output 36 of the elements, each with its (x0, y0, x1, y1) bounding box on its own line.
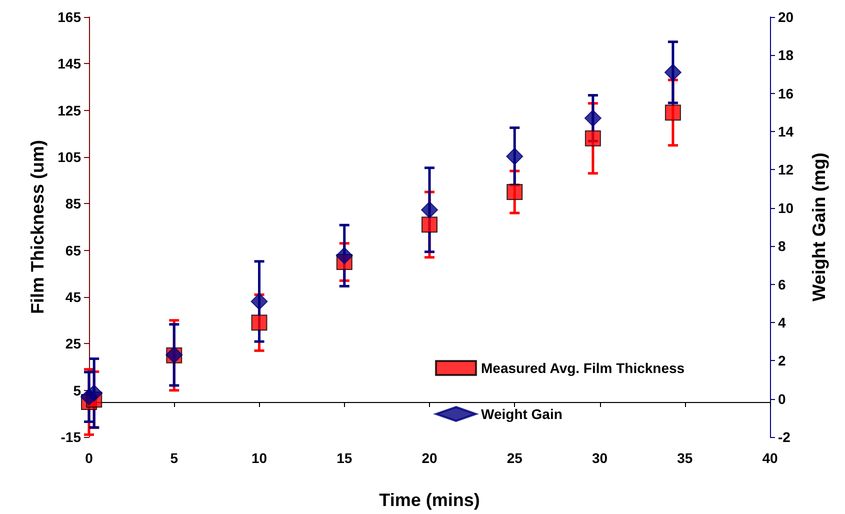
x-tick-label: 40 (762, 450, 778, 466)
y-tick-label: 145 (58, 56, 82, 72)
x-tick-label: 20 (422, 450, 438, 466)
y-tick-label: -15 (60, 429, 82, 445)
y2-tick-label: 2 (778, 352, 786, 369)
y-tick-label: 5 (73, 382, 82, 398)
y-tick-label: 25 (65, 336, 82, 352)
y2-tick-label: 8 (778, 238, 786, 254)
legend-label: Weight Gain (481, 406, 562, 422)
y-axis-title: Film Thickness (um) (28, 140, 48, 314)
y-tick-label: 165 (58, 9, 82, 25)
y2-tick-label: 18 (778, 47, 794, 64)
y2-axis-title: Weight Gain (mg) (809, 152, 829, 302)
y2-tick-label: 16 (778, 85, 794, 102)
y2-tick-label: 20 (778, 9, 794, 25)
x-tick-label: 25 (506, 450, 523, 466)
y2-tick-label: 14 (778, 124, 794, 140)
y-tick-label: 65 (65, 242, 82, 258)
y2-tick-label: 10 (778, 200, 794, 216)
y2-tick-label: 4 (778, 314, 786, 330)
x-axis-title: Time (mins) (379, 490, 480, 510)
x-tick-label: 5 (170, 450, 178, 466)
x-tick-label: 0 (85, 450, 94, 466)
x-tick-label: 35 (677, 450, 693, 466)
y2-tick-label: 0 (778, 390, 786, 407)
y-tick-label: 105 (58, 149, 82, 165)
x-tick-label: 15 (336, 450, 352, 466)
y-tick-label: 125 (58, 102, 82, 118)
y2-tick-label: 12 (778, 162, 794, 178)
y-tick-label: 45 (65, 289, 82, 305)
y2-tick-label: -2 (778, 429, 791, 445)
x-tick-label: 10 (251, 450, 268, 466)
legend-label: Measured Avg. Film Thickness (481, 360, 685, 376)
y-tick-label: 85 (65, 196, 82, 212)
y2-tick-label: 6 (778, 276, 786, 292)
x-tick-label: 30 (592, 450, 608, 466)
